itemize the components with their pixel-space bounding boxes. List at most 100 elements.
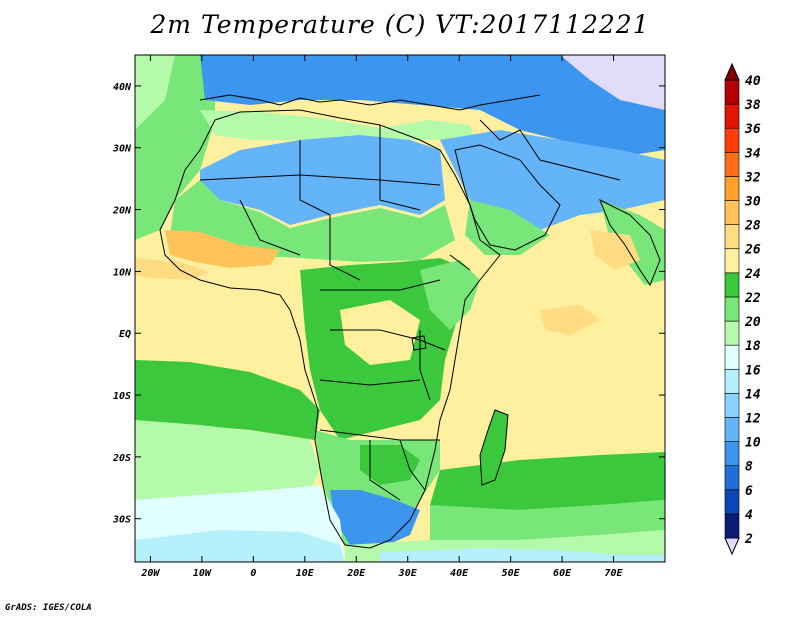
plot-frame — [134, 54, 666, 563]
y-tick-label: 30S — [112, 515, 131, 526]
colorbar-box — [724, 127, 740, 153]
colorbar-box — [724, 417, 740, 442]
field-south-atlantic-deep — [135, 530, 345, 562]
coastlines — [159, 94, 661, 549]
x-tick-label: 30E — [398, 568, 418, 579]
border-13 — [449, 254, 471, 271]
y-tick-label: 30N — [112, 144, 132, 155]
field-sahel-warm — [165, 230, 280, 268]
colorbar-box — [724, 393, 740, 418]
colorbar-label: 30 — [744, 195, 761, 210]
chart-title: 2m Temperature (C) VT:2017112221 — [150, 10, 650, 39]
x-tick-label: 20E — [346, 568, 366, 579]
field-arabia-south — [465, 200, 550, 255]
x-tick-label: 10E — [296, 568, 315, 579]
colorbar-label: 32 — [744, 170, 761, 185]
credit-text: GrADS: IGES/COLA — [5, 603, 92, 613]
field-sahara-edge — [170, 180, 455, 262]
india-coastline — [599, 198, 661, 287]
temperature-field — [135, 55, 665, 562]
border-5 — [239, 199, 301, 256]
colorbar-box — [724, 465, 740, 491]
field-congo-warm — [340, 300, 420, 365]
colorbar-label: 38 — [744, 98, 761, 113]
field-south-atlantic-green — [135, 360, 320, 440]
border-6 — [320, 279, 441, 291]
field-indian-green — [430, 452, 665, 512]
colorbar-label: 12 — [745, 411, 761, 426]
temperature-map: 20W 10W 0 10E 20E 30E 40E 50E 60E 70E 40N 30N 20N 10… — [112, 54, 761, 579]
field-east-africa — [420, 260, 480, 330]
x-tick-label: 50E — [502, 568, 521, 579]
colorbar-label: 22 — [744, 291, 761, 306]
colorbar-label: 26 — [744, 243, 761, 258]
x-tick-label: 20W — [140, 568, 160, 579]
colorbar-box — [724, 513, 740, 539]
border-14 — [519, 129, 621, 181]
field-north-atlantic-cool — [135, 55, 175, 130]
colorbar-box — [724, 176, 740, 201]
y-axis: 40N 30N 20N 10N EQ 10S 20S 30S — [112, 82, 665, 526]
y-tick-label: EQ — [119, 329, 131, 340]
colorbar-box — [724, 489, 740, 515]
lake-victoria — [411, 335, 427, 351]
y-tick-label: 20S — [112, 453, 131, 464]
x-axis: 20W 10W 0 10E 20E 30E 40E 50E 60E 70E — [140, 55, 624, 579]
border-11 — [399, 439, 426, 491]
colorbar-box — [724, 152, 740, 177]
madagascar-coastline — [479, 409, 509, 486]
colorbar-label: 4 — [745, 508, 753, 523]
colorbar-arrow-top — [724, 62, 740, 81]
colorbar-arrow-bottom — [724, 537, 740, 556]
colorbar-label: 18 — [745, 339, 761, 354]
colorbar-label: 36 — [744, 122, 761, 137]
field-south-atlantic-cool — [135, 420, 320, 500]
border-12 — [419, 330, 431, 401]
field-sahara — [200, 135, 445, 225]
colorbar-label: 6 — [745, 484, 753, 499]
field-europe-cold — [560, 55, 665, 110]
colorbar-box — [724, 320, 740, 346]
colorbar-label: 2 — [744, 532, 753, 547]
field-indian-cool — [430, 500, 665, 545]
y-tick-label: 10N — [113, 267, 132, 278]
y-tick-label: 40N — [113, 82, 132, 93]
x-tick-label: 40E — [450, 568, 469, 579]
y-tick-label: 20N — [112, 206, 132, 217]
colorbar-label: 8 — [745, 460, 753, 475]
field-south-cool — [330, 490, 420, 548]
border-3 — [379, 125, 421, 211]
border-10 — [369, 440, 401, 501]
border-1 — [199, 174, 441, 186]
colorbar-label: 10 — [745, 436, 761, 451]
field-indian-warm — [540, 305, 600, 335]
x-tick-label: 10W — [193, 568, 212, 579]
colorbar-box — [724, 441, 740, 466]
colorbar-box — [724, 79, 740, 105]
europe-coastline — [199, 94, 541, 111]
field-far-south-cold — [380, 548, 665, 562]
colorbar-label: 16 — [745, 363, 761, 378]
colorbar-box — [724, 103, 740, 129]
colorbar-label: 14 — [745, 387, 761, 402]
colorbar-box — [724, 272, 740, 298]
border-9 — [319, 429, 440, 441]
field-mediterranean — [200, 110, 475, 140]
colorbar-label: 20 — [744, 315, 761, 330]
field-arabian-sea-warm — [590, 230, 640, 270]
border-8 — [319, 379, 421, 386]
x-tick-label: 60E — [553, 568, 572, 579]
colorbar-box — [724, 296, 740, 322]
border-15 — [479, 119, 521, 141]
border-4 — [329, 215, 361, 281]
field-europe — [200, 55, 665, 160]
x-tick-label: 70E — [605, 568, 624, 579]
arabia-coastline — [454, 144, 561, 251]
field-gulf-warm — [135, 258, 210, 280]
colorbar-label: 28 — [744, 219, 761, 234]
colorbar-box — [724, 248, 740, 274]
colorbar-box — [724, 224, 740, 250]
y-tick-label: 10S — [113, 391, 131, 402]
colorbar-box — [724, 200, 740, 225]
